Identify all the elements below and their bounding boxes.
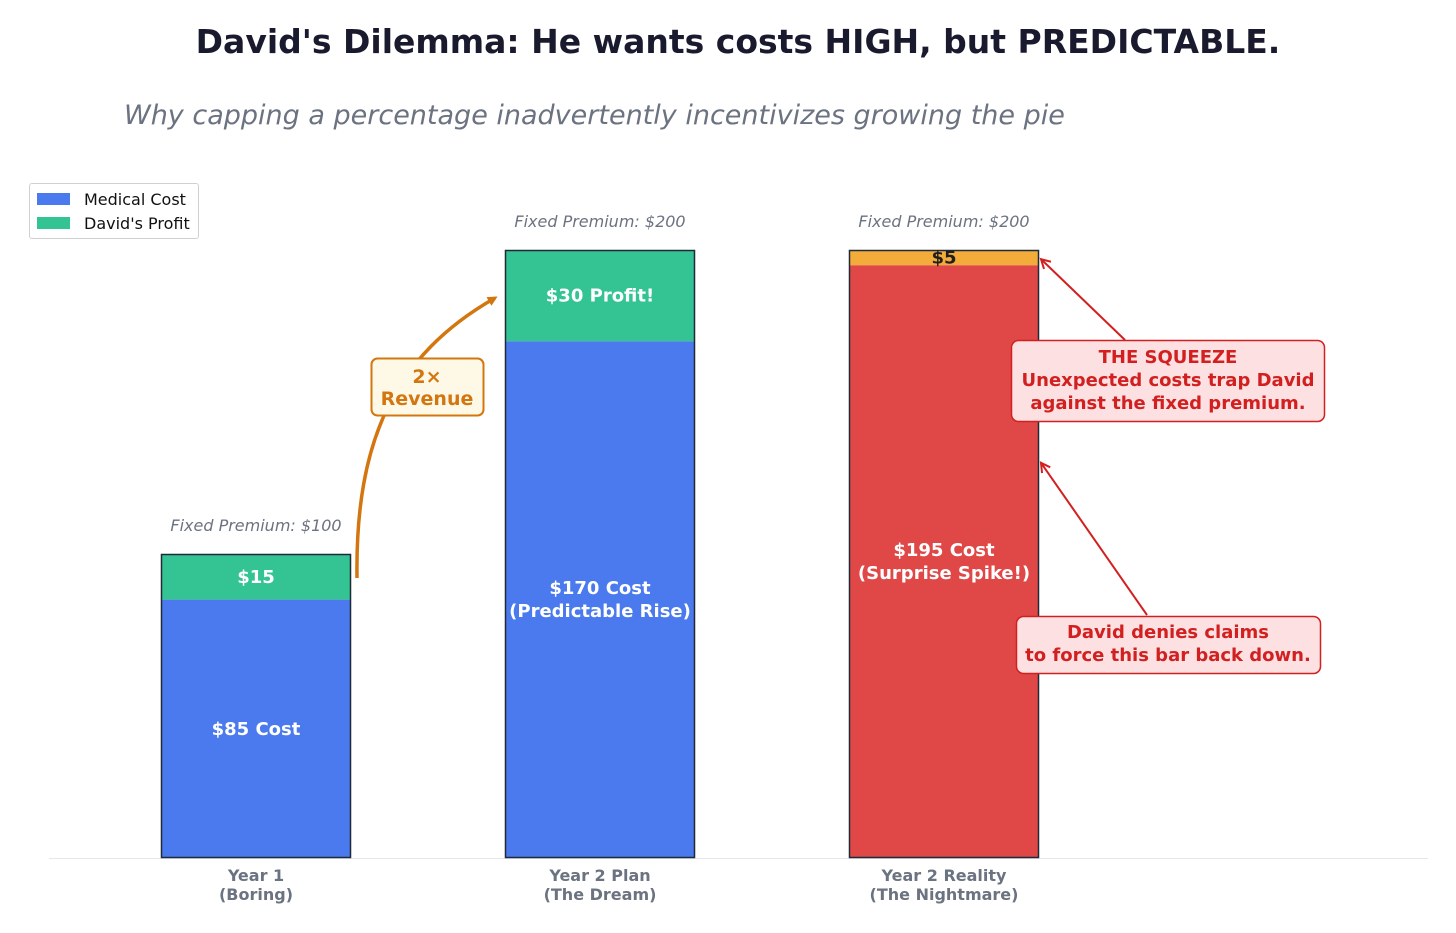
squeeze-annotation-line-3: against the fixed premium. <box>1030 393 1305 414</box>
profit-label-3: $5 <box>931 248 956 269</box>
legend-swatch-medical-cost <box>37 193 70 205</box>
bar-outline-3 <box>848 249 1040 859</box>
legend-item-medical-cost: Medical Cost <box>37 189 186 209</box>
chart-subtitle: Why capping a percentage inadvertently i… <box>124 100 1065 131</box>
profit-label-2: $30 Profit! <box>546 286 654 307</box>
premium-label-3: Fixed Premium: $200 <box>858 212 1029 231</box>
legend-label-davids-profit: David's Profit <box>84 213 190 233</box>
cost-label-3-line-2: (Surprise Spike!) <box>858 563 1030 584</box>
legend: Medical Cost David's Profit <box>29 183 199 239</box>
denies-arrow <box>1041 463 1148 616</box>
bar-cost-2 <box>505 341 695 858</box>
denies-annotation-line-1: David denies claims <box>1067 622 1269 643</box>
revenue-annotation-line-1: 2× <box>412 366 441 388</box>
chart-title: David's Dilemma: He wants costs HIGH, bu… <box>195 22 1281 61</box>
squeeze-annotation-line-2: Unexpected costs trap David <box>1022 370 1315 391</box>
bar-profit-3 <box>849 250 1039 266</box>
bar-cost-1 <box>161 599 351 858</box>
profit-label-1: $15 <box>237 567 275 588</box>
squeeze-annotation-line-1: THE SQUEEZE <box>1099 347 1238 368</box>
bar-profit-2 <box>505 250 695 342</box>
revenue-annotation-box <box>370 357 485 417</box>
premium-label-2: Fixed Premium: $200 <box>514 212 685 231</box>
x-tick-label-3-line-2: (The Nightmare) <box>870 885 1019 904</box>
squeeze-annotation-box <box>1010 339 1326 423</box>
legend-swatch-davids-profit <box>37 217 70 229</box>
cost-label-3-line-1: $195 Cost <box>893 540 995 561</box>
legend-item-davids-profit: David's Profit <box>37 213 190 233</box>
x-tick-label-1-line-2: (Boring) <box>219 885 293 904</box>
x-tick-label-1-line-1: Year 1 <box>227 866 284 885</box>
bar-outline-2 <box>504 249 696 859</box>
premium-label-1: Fixed Premium: $100 <box>170 516 341 535</box>
cost-label-2-line-1: $170 Cost <box>549 578 651 599</box>
revenue-arrow <box>355 296 498 579</box>
cost-label-1: $85 Cost <box>212 719 301 740</box>
x-tick-label-2-line-1: Year 2 Plan <box>548 866 650 885</box>
revenue-annotation-line-2: Revenue <box>381 388 474 410</box>
legend-label-medical-cost: Medical Cost <box>84 189 186 209</box>
x-tick-label-2-line-2: (The Dream) <box>544 885 657 904</box>
x-tick-label-3-line-1: Year 2 Reality <box>881 866 1008 885</box>
bar-outline-1 <box>160 553 352 859</box>
squeeze-arrow <box>1041 259 1126 341</box>
cost-label-2-line-2: (Predictable Rise) <box>509 601 691 622</box>
denies-annotation-box <box>1015 615 1322 675</box>
bar-profit-1 <box>161 554 351 600</box>
denies-annotation-line-2: to force this bar back down. <box>1025 645 1311 666</box>
bar-cost-3 <box>849 265 1039 858</box>
